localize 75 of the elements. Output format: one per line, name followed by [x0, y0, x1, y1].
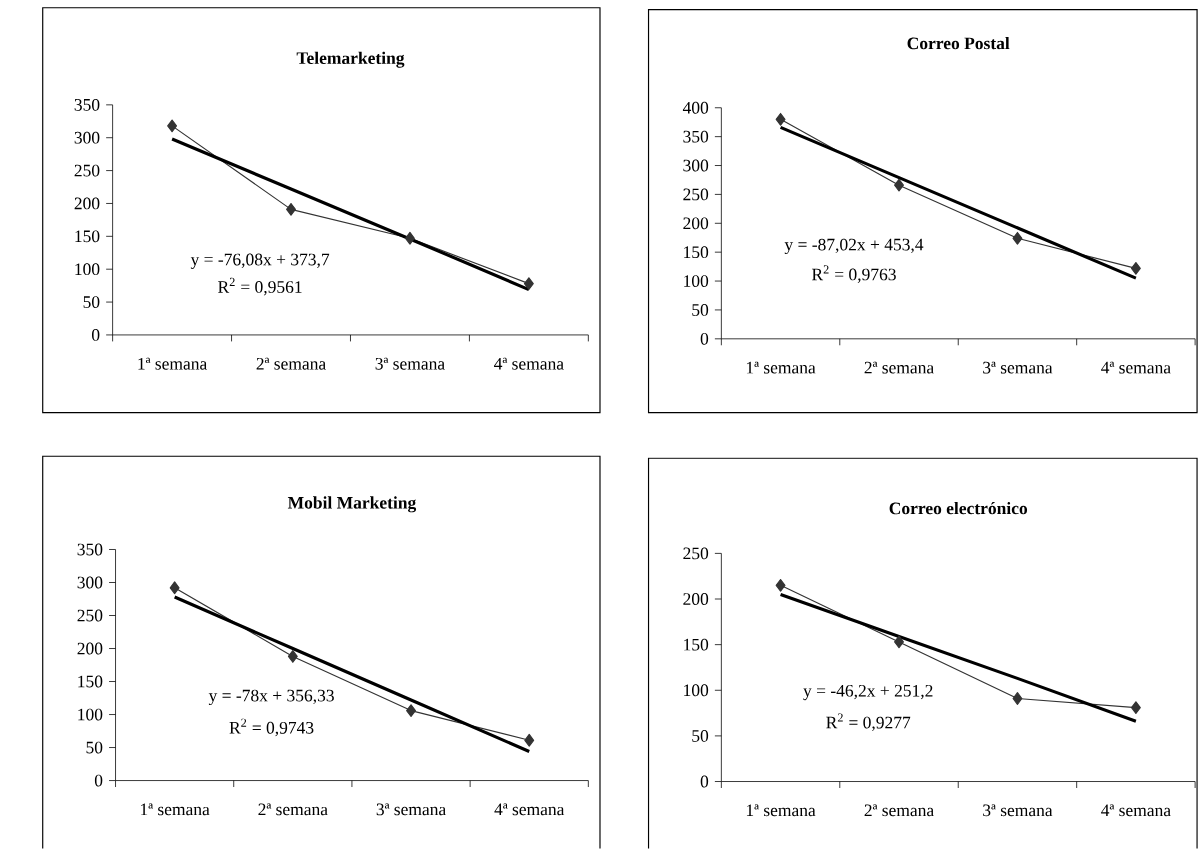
y-tick-label: 300	[74, 132, 100, 144]
x-tick-label: 1ª semana	[746, 804, 816, 817]
chart-title: Correo electrónico	[889, 502, 1028, 515]
x-tick-label: 2ª semana	[864, 361, 934, 374]
y-tick-label: 150	[75, 230, 100, 243]
x-tick-label: 4ª semana	[494, 803, 565, 816]
annotation: R$^{2}$ = 0,9277	[826, 713, 911, 732]
x-tick-label: 3ª semana	[983, 361, 1053, 374]
point	[286, 203, 296, 217]
y-tick-label: 0	[700, 775, 709, 788]
chart-title: Mobil Marketing	[287, 496, 417, 513]
y-tick-label: 300	[683, 159, 709, 172]
y-tick-label: 300	[77, 576, 103, 589]
y-tick-label: 350	[683, 130, 709, 143]
point	[1130, 701, 1141, 715]
x-tick-label: 2ª semana	[256, 358, 326, 370]
annotation: y = -46,2x + 251,2	[803, 685, 933, 701]
x-tick-label: 4ª semana	[494, 358, 564, 370]
point	[287, 650, 298, 664]
y-tick-label: 0	[94, 774, 103, 787]
x-tick-label: 4ª semana	[1101, 361, 1171, 374]
x-tick-label: 3ª semana	[375, 358, 445, 370]
y-tick-label: 350	[77, 543, 103, 556]
y-tick-label: 0	[700, 333, 709, 345]
y-tick-label: 250	[683, 188, 709, 201]
x-tick-label: 2ª semana	[864, 804, 934, 817]
point	[1012, 692, 1023, 706]
x-tick-label: 2ª semana	[258, 803, 328, 816]
y-tick-label: 350	[74, 99, 100, 111]
point	[404, 232, 415, 245]
chart-title: Telemarketing	[296, 51, 405, 68]
annotation: y = -78x + 356,33	[208, 689, 334, 706]
chart-title: Correo Postal	[907, 37, 1010, 50]
annotation: R$^{2}$ = 0,9561	[218, 278, 302, 296]
y-tick-label: 250	[74, 164, 100, 177]
y-tick-label: 150	[684, 638, 709, 651]
point	[523, 277, 534, 291]
y-tick-label: 250	[77, 609, 103, 622]
y-tick-label: 100	[75, 263, 100, 276]
point	[524, 734, 535, 747]
annotation: R$^{2}$ = 0,9743	[229, 718, 314, 737]
y-tick-label: 400	[682, 102, 709, 114]
y-tick-label: 100	[78, 708, 103, 721]
x-tick-label: 4ª semana	[1101, 804, 1171, 817]
x-tick-label: 1ª semana	[138, 358, 208, 370]
annotation: y = -76,08x + 373,7	[190, 253, 330, 270]
y-tick-label: 150	[78, 675, 103, 688]
y-tick-label: 200	[683, 217, 709, 230]
point	[894, 178, 904, 192]
y-tick-label: 0	[92, 329, 100, 342]
x-tick-label: 3ª semana	[376, 803, 446, 816]
annotation: y = -87,02x + 453,4	[784, 238, 924, 255]
y-tick-label: 50	[83, 296, 100, 309]
point	[169, 581, 180, 595]
point	[406, 704, 416, 718]
y-tick-label: 50	[692, 304, 709, 317]
y-tick-label: 200	[77, 642, 103, 655]
y-tick-label: 200	[683, 593, 709, 606]
y-tick-label: 150	[684, 246, 709, 259]
y-tick-label: 100	[684, 684, 709, 697]
y-tick-label: 50	[86, 741, 103, 754]
point	[167, 119, 178, 133]
x-tick-label: 1ª semana	[746, 361, 816, 374]
point	[894, 635, 904, 649]
x-tick-label: 3ª semana	[983, 804, 1053, 817]
y-tick-label: 50	[692, 730, 709, 743]
y-tick-label: 100	[684, 275, 709, 288]
y-tick-label: 200	[74, 197, 100, 210]
point	[775, 113, 786, 126]
point	[775, 579, 786, 592]
point	[1130, 262, 1141, 275]
y-tick-label: 250	[683, 547, 709, 560]
point	[1012, 232, 1023, 245]
annotation: R$^{2}$ = 0,9763	[811, 265, 896, 284]
x-tick-label: 1ª semana	[141, 803, 210, 816]
